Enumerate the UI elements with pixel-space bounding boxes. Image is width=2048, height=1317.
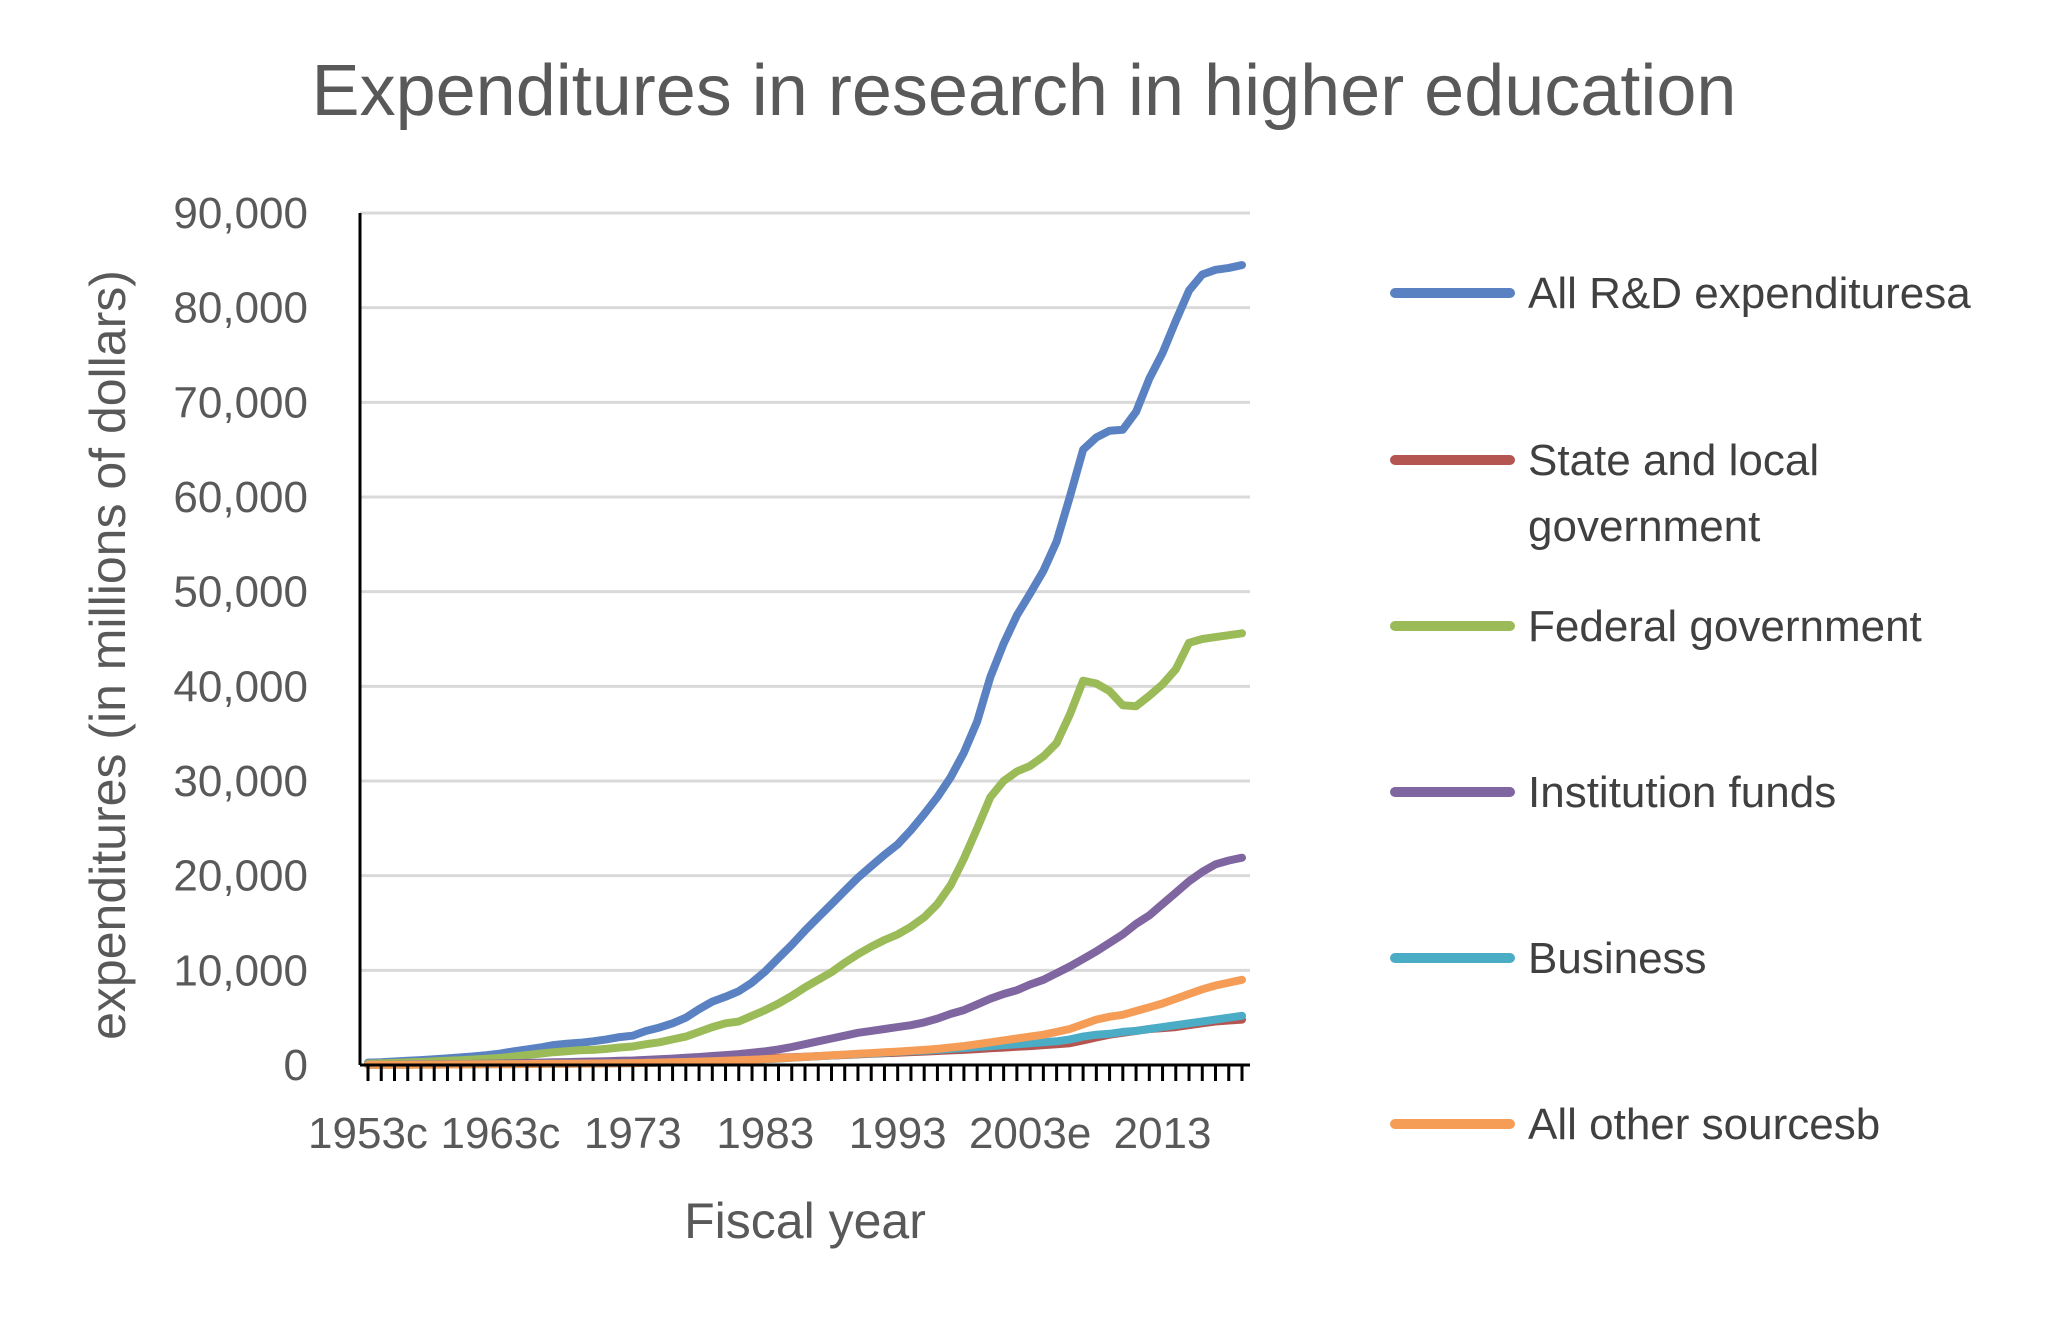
x-tick-label: 1973 <box>584 1109 682 1158</box>
x-tick-label: 1963c <box>440 1109 560 1158</box>
chart-title: Expenditures in research in higher educa… <box>312 51 1737 131</box>
legend: All R&D expendituresa State and local gove… <box>1390 269 1971 1149</box>
y-tick-label: 0 <box>284 1041 308 1090</box>
series-lines <box>364 261 1246 1069</box>
series-line-0 <box>364 261 1246 1067</box>
gridlines <box>360 211 1250 972</box>
legend-label: State and local government <box>1528 436 1819 551</box>
x-tick-label: 1983 <box>716 1109 814 1158</box>
y-tick-label: 70,000 <box>173 378 308 427</box>
legend-label: All other sourcesb <box>1528 1100 1880 1149</box>
x-axis-ticks: 1953c 1963c 1973 1983 1993 2003e 2013 <box>308 1109 1211 1158</box>
y-tick-label: 90,000 <box>173 189 308 238</box>
legend-label: Business <box>1528 934 1707 983</box>
y-axis-ticks: 0 10,000 20,000 30,000 40,000 50,000 60,000 70,… <box>173 189 308 1090</box>
x-tick-label: 2003e <box>969 1109 1091 1158</box>
x-tick-label: 1953c <box>308 1109 428 1158</box>
y-tick-label: 60,000 <box>173 473 308 522</box>
x-tick-label: 2013 <box>1114 1109 1212 1158</box>
x-tick-label: 1993 <box>849 1109 947 1158</box>
y-tick-label: 50,000 <box>173 568 308 617</box>
legend-label: All R&D expendituresa <box>1528 269 1971 318</box>
legend-label: Institution funds <box>1528 768 1836 817</box>
x-axis-label: Fiscal year <box>684 1193 926 1249</box>
axes <box>358 213 1250 1081</box>
y-tick-label: 30,000 <box>173 757 308 806</box>
y-axis-label: expenditures (in millions of dollars) <box>80 270 136 1040</box>
y-tick-label: 20,000 <box>173 852 308 901</box>
y-tick-label: 80,000 <box>173 284 308 333</box>
y-tick-label: 10,000 <box>173 946 308 995</box>
y-tick-label: 40,000 <box>173 662 308 711</box>
legend-label: Federal government <box>1528 602 1922 651</box>
series-line-2 <box>364 629 1246 1068</box>
